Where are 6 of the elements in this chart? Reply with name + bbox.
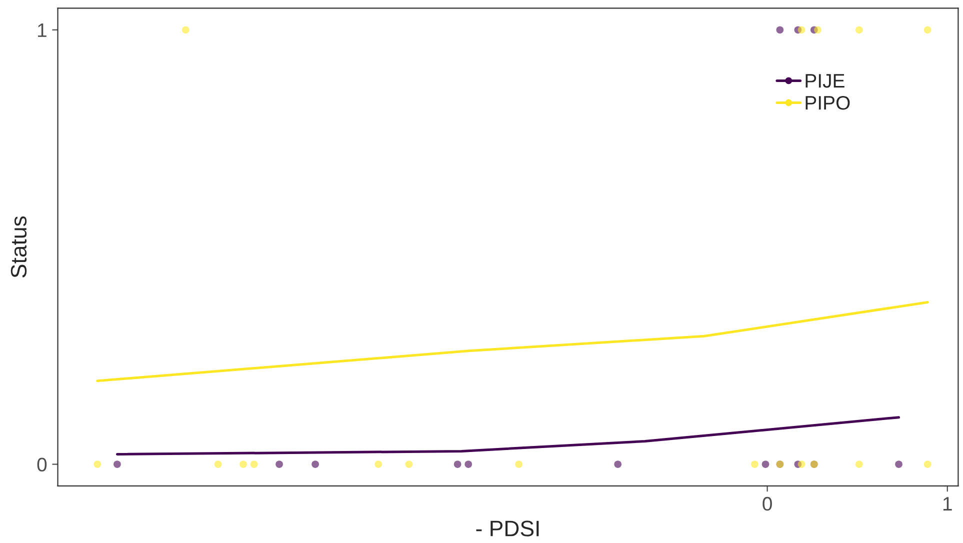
- legend-label: PIJE: [806, 74, 844, 88]
- legend-label: PIPO: [806, 96, 850, 110]
- line-series: [96, 300, 929, 382]
- x-axis-title: - PDSI: [476, 520, 539, 536]
- y-axis-title: Status: [10, 216, 27, 278]
- line-series: [116, 416, 900, 456]
